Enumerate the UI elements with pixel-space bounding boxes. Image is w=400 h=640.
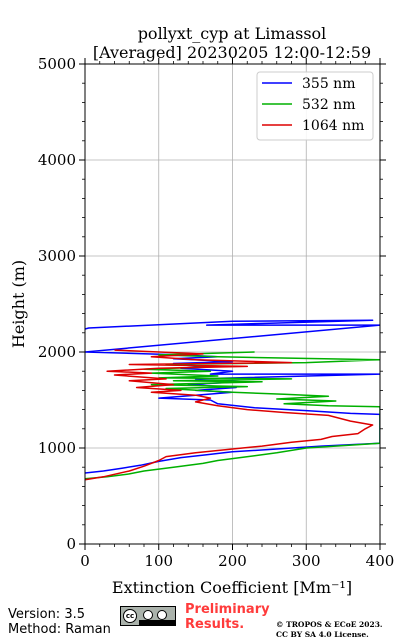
- chart: pollyxt_cyp at Limassol [Averaged] 20230…: [9, 24, 395, 597]
- y-tick-label: 3000: [38, 247, 76, 265]
- sa-icon: [157, 610, 167, 620]
- badge-strip: [139, 620, 175, 625]
- chart-title-line1: pollyxt_cyp at Limassol: [138, 24, 327, 43]
- y-axis-label: Height (m): [9, 260, 28, 348]
- legend-box: [256, 71, 374, 141]
- y-tick-label: 5000: [38, 55, 76, 73]
- legend: 355 nm 532 nm 1064 nm: [256, 71, 374, 141]
- y-tick-label: 4000: [38, 151, 76, 169]
- x-tick-label: 300: [292, 552, 321, 570]
- x-axis-label: Extinction Coefficient [Mm⁻¹]: [112, 578, 352, 597]
- series-layer: [85, 319, 380, 481]
- method-text: Method: Raman: [8, 622, 111, 637]
- copyright-text: © TROPOS & ECoE 2023. CC BY SA 4.0 Licen…: [276, 620, 383, 640]
- cc-license-badge: cc: [120, 606, 176, 626]
- copyright-line-1: © TROPOS & ECoE 2023.: [276, 620, 383, 629]
- x-tick-label: 400: [366, 552, 395, 570]
- version-text: Version: 3.5: [8, 607, 85, 622]
- y-tick-label: 1000: [38, 439, 76, 457]
- series-line-1064-nm: [85, 349, 374, 481]
- x-tick-label: 200: [218, 552, 247, 570]
- y-tick-label: 2000: [38, 343, 76, 361]
- x-tick-label: 0: [80, 552, 90, 570]
- legend-label-1064: 1064 nm: [302, 118, 364, 134]
- x-tick-label: 100: [144, 552, 173, 570]
- legend-label-355: 355 nm: [302, 76, 355, 92]
- cc-icon: cc: [123, 609, 137, 623]
- copyright-line-2: CC BY SA 4.0 License.: [276, 630, 369, 639]
- chart-title-line2: [Averaged] 20230205 12:00-12:59: [93, 43, 371, 62]
- legend-label-532: 532 nm: [302, 97, 355, 113]
- preliminary-results-text: Preliminary Results.: [185, 602, 270, 632]
- y-tick-label: 0: [66, 535, 76, 553]
- by-icon: [143, 610, 153, 620]
